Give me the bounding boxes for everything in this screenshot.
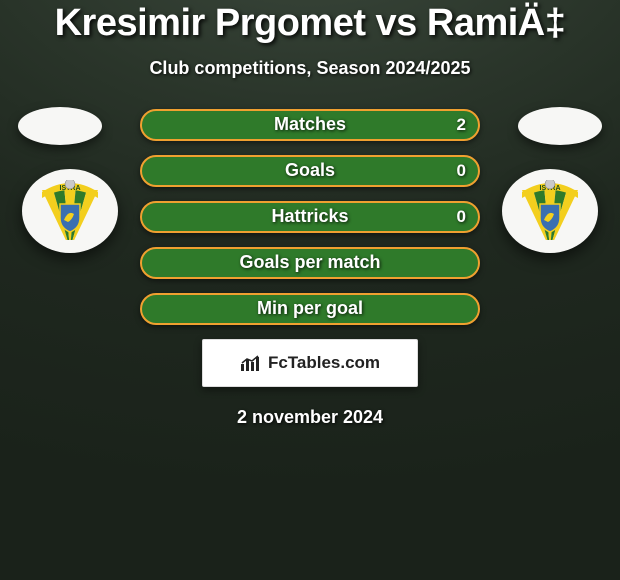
stat-label: Matches [274, 114, 346, 135]
stat-bar: Goals 0 [140, 155, 480, 187]
stat-label: Goals per match [239, 252, 380, 273]
avatar-ellipse [18, 107, 102, 145]
club-badge-right: ISTRA [502, 169, 598, 253]
page-subtitle: Club competitions, Season 2024/2025 [0, 58, 620, 79]
club-crest-icon: ISTRA [522, 180, 578, 242]
stat-value-right: 0 [457, 161, 466, 181]
club-crest-icon: ISTRA [42, 180, 98, 242]
stat-bar: Matches 2 [140, 109, 480, 141]
avatar-ellipse [518, 107, 602, 145]
brand-box: FcTables.com [202, 339, 418, 387]
stat-bar: Goals per match [140, 247, 480, 279]
stat-label: Goals [285, 160, 335, 181]
club-badge-left: ISTRA [22, 169, 118, 253]
stat-label: Hattricks [271, 206, 348, 227]
brand-text: FcTables.com [268, 353, 380, 373]
stat-bar: Min per goal [140, 293, 480, 325]
player-avatar-left [18, 107, 102, 145]
stat-value-right: 0 [457, 207, 466, 227]
comparison-arena: ISTRA ISTRA Matches2Goals0Hattricks0Goal… [0, 109, 620, 428]
page-title: Kresimir Prgomet vs RamiÄ‡ [0, 4, 620, 44]
stat-bar: Hattricks 0 [140, 201, 480, 233]
player-avatar-right [518, 107, 602, 145]
club-ellipse: ISTRA [22, 169, 118, 253]
stat-value-right: 2 [457, 115, 466, 135]
stat-bars: Matches 2 Goals 0 Hattricks 0 Goals per match M… [140, 109, 480, 325]
club-ellipse: ISTRA [502, 169, 598, 253]
snapshot-date: 2 november 2024 [0, 407, 620, 428]
brand-chart-icon [240, 354, 262, 372]
content-root: Kresimir Prgomet vs RamiÄ‡ Club competit… [0, 0, 620, 428]
stat-label: Min per goal [257, 298, 363, 319]
